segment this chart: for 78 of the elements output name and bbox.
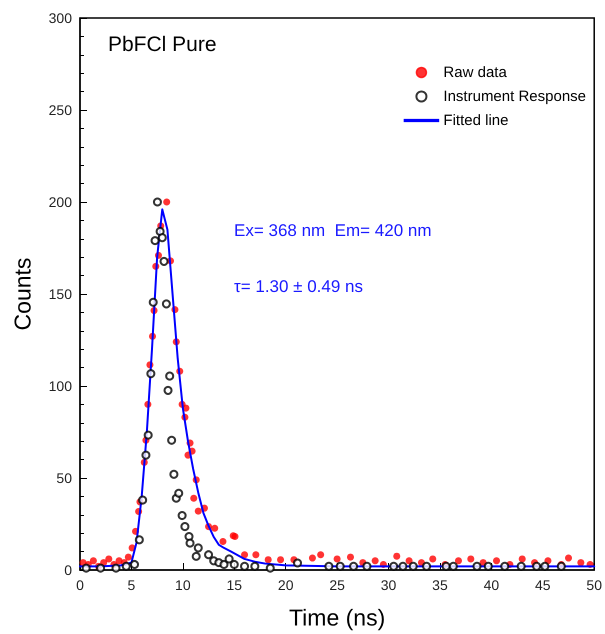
y-tick-label: 200 xyxy=(48,194,72,210)
point xyxy=(146,369,156,378)
point xyxy=(192,552,201,561)
point xyxy=(532,562,542,571)
x-tick-label: 30 xyxy=(380,577,397,593)
point xyxy=(540,562,550,571)
point xyxy=(162,299,171,308)
x-tick-label: 10 xyxy=(175,577,191,593)
point xyxy=(516,562,526,571)
point xyxy=(422,562,432,571)
point xyxy=(398,562,408,571)
point xyxy=(349,562,358,571)
x-tick-label: 20 xyxy=(278,577,294,593)
point xyxy=(178,511,187,520)
x-tick-label: 25 xyxy=(329,577,346,593)
point xyxy=(164,386,173,395)
point xyxy=(224,554,234,564)
point xyxy=(169,470,178,479)
point xyxy=(184,532,194,542)
annotation: Ex= 368 nm Em= 420 nm xyxy=(234,221,432,240)
point xyxy=(448,562,458,571)
point xyxy=(500,562,510,571)
legend-label: Instrument Response xyxy=(443,88,586,105)
point xyxy=(144,430,153,440)
point xyxy=(266,564,275,573)
point xyxy=(194,543,203,552)
point xyxy=(219,560,228,569)
point xyxy=(160,256,169,266)
point xyxy=(138,496,148,505)
point xyxy=(96,564,106,573)
point xyxy=(156,226,165,236)
legend-label: Raw data xyxy=(443,64,508,81)
annotation: τ= 1.30 ± 0.49 ns xyxy=(234,277,363,296)
point xyxy=(204,550,214,560)
x-tick-label: 40 xyxy=(484,577,500,593)
point xyxy=(389,562,398,571)
y-tick-label: 300 xyxy=(48,10,72,26)
x-axis-title: Time (ns) xyxy=(288,604,386,630)
x-tick-label: 15 xyxy=(226,577,242,593)
point xyxy=(186,538,195,548)
annotation: PbFCl Pure xyxy=(108,33,217,56)
point xyxy=(165,372,174,381)
x-tick-label: 35 xyxy=(432,577,448,593)
x-tick-label: 5 xyxy=(128,577,136,593)
point xyxy=(152,198,162,206)
y-axis-title: Counts xyxy=(10,258,36,330)
point xyxy=(408,562,418,571)
point xyxy=(112,564,120,573)
x-tick-label: 0 xyxy=(76,577,84,593)
point xyxy=(336,562,345,571)
point xyxy=(556,562,566,571)
y-tick-label: 150 xyxy=(48,286,72,302)
y-tick-label: 250 xyxy=(48,102,72,118)
point xyxy=(240,562,250,571)
point xyxy=(484,562,493,571)
point xyxy=(442,562,451,571)
point xyxy=(122,562,131,571)
point xyxy=(141,450,150,460)
y-tick-label: 100 xyxy=(48,378,72,394)
point xyxy=(250,562,260,571)
y-tick-label: 50 xyxy=(56,470,72,486)
point xyxy=(230,560,239,569)
point xyxy=(174,488,184,498)
point xyxy=(130,560,140,569)
point xyxy=(150,236,160,246)
x-tick-label: 50 xyxy=(586,577,602,593)
point xyxy=(167,436,176,445)
y-tick-label: 0 xyxy=(64,562,72,578)
point xyxy=(180,522,190,532)
point xyxy=(324,562,334,571)
point xyxy=(362,562,372,571)
point xyxy=(158,233,167,242)
x-tick-label: 45 xyxy=(535,577,551,593)
point xyxy=(134,535,144,544)
point xyxy=(293,558,302,568)
point xyxy=(148,298,158,307)
legend-label: Fitted line xyxy=(443,112,508,129)
point xyxy=(472,562,482,571)
